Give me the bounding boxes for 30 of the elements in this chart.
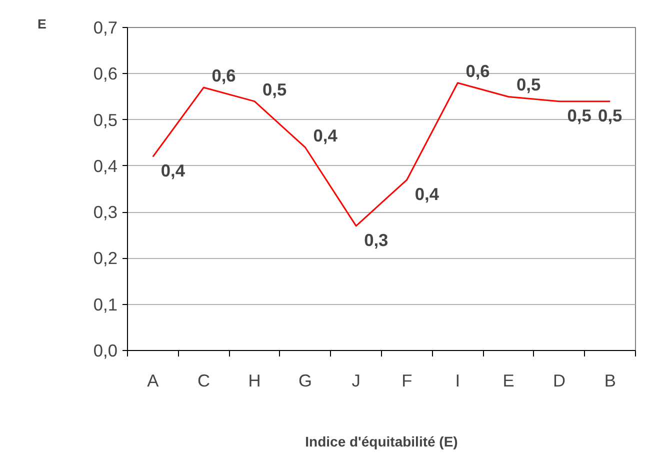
x-tick-label: A bbox=[147, 370, 160, 390]
x-tick-label: C bbox=[197, 370, 210, 390]
y-tick-label: 0,4 bbox=[93, 156, 118, 176]
data-label: 0,5 bbox=[262, 79, 287, 100]
data-label: 0,5 bbox=[598, 105, 623, 126]
data-label: 0,4 bbox=[414, 184, 440, 204]
x-tick-label: E bbox=[502, 370, 514, 390]
y-tick-label: 0,2 bbox=[93, 248, 118, 268]
x-tick-label: D bbox=[553, 370, 566, 390]
y-tick-label: 0,6 bbox=[93, 64, 118, 84]
y-axis-title: E bbox=[38, 16, 46, 32]
y-tick-label: 0,7 bbox=[93, 18, 118, 38]
x-tick-label: H bbox=[248, 370, 261, 390]
y-tick-label: 0,0 bbox=[93, 340, 118, 360]
x-tick-label: J bbox=[352, 370, 360, 390]
y-tick-label: 0,5 bbox=[93, 110, 118, 130]
x-tick-label: I bbox=[455, 370, 460, 390]
data-label: 0,6 bbox=[212, 65, 236, 86]
data-label: 0,4 bbox=[313, 125, 338, 146]
data-label: 0,3 bbox=[364, 230, 389, 250]
data-label: 0,5 bbox=[567, 105, 592, 126]
data-label: 0,4 bbox=[160, 160, 186, 181]
y-tick-label: 0,1 bbox=[93, 294, 118, 314]
x-tick-label: F bbox=[402, 370, 412, 390]
y-tick-label: 0,3 bbox=[93, 202, 118, 222]
data-label: 0,6 bbox=[466, 60, 490, 81]
x-axis-title: Indice d'équitabilité (E) bbox=[305, 434, 458, 450]
x-tick-label: G bbox=[298, 370, 312, 390]
x-tick-label: B bbox=[604, 370, 616, 390]
data-label: 0,5 bbox=[516, 74, 541, 95]
